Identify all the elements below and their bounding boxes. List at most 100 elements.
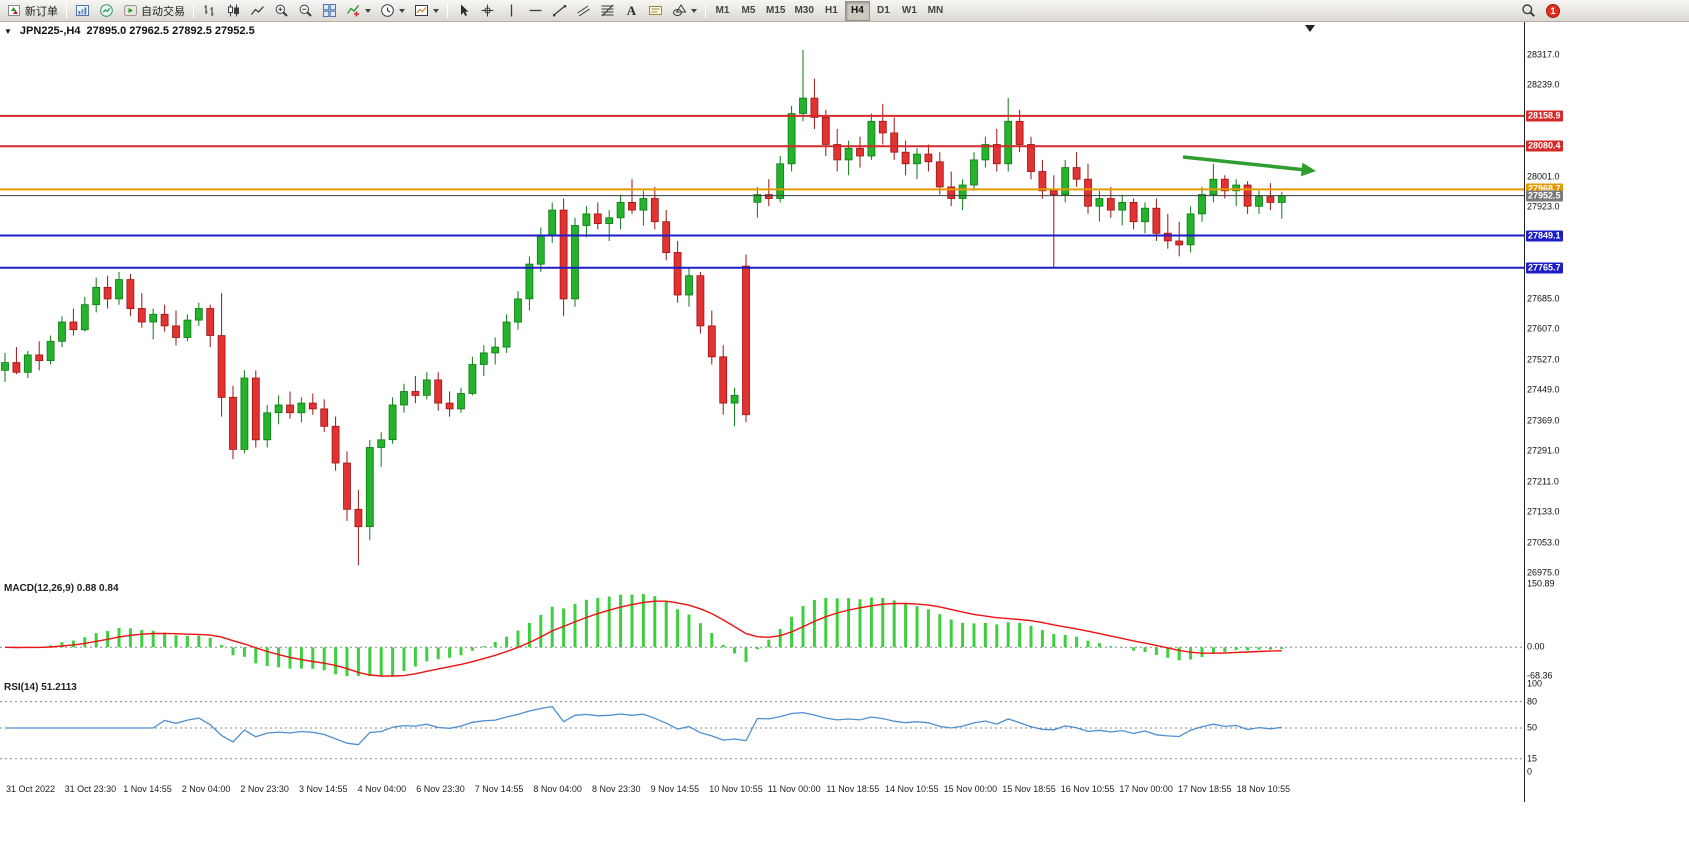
crosshair-icon <box>481 4 494 17</box>
time-axis-label: 10 Nov 10:55 <box>709 784 763 794</box>
price-scale-label: 28158.9 <box>1526 110 1563 122</box>
data-window-icon <box>100 4 113 17</box>
timeframe-m1-button[interactable]: M1 <box>710 1 735 21</box>
tile-windows-button[interactable] <box>318 1 341 21</box>
templates-button[interactable] <box>410 1 443 21</box>
time-axis-label: 31 Oct 2022 <box>6 784 56 794</box>
notification-count: 1 <box>1550 5 1556 16</box>
new-order-button[interactable]: 新订单 <box>3 1 62 21</box>
trendline-icon <box>553 5 567 17</box>
price-scale-label: 27053.0 <box>1527 537 1560 548</box>
rsi-scale-label: 0 <box>1527 766 1533 777</box>
rsi-scale-label: 15 <box>1527 753 1538 764</box>
price-scale-label: 27952.5 <box>1526 190 1563 202</box>
time-axis-label: 2 Nov 23:30 <box>240 784 289 794</box>
zoom-out-icon <box>299 4 312 17</box>
dropdown-caret-icon <box>691 9 697 16</box>
periods-button[interactable] <box>376 1 409 21</box>
price-scale-label: 28317.0 <box>1527 49 1560 60</box>
panel-separator <box>0 778 1565 779</box>
toolbar-separator <box>447 3 448 18</box>
panel-separator[interactable] <box>0 678 1565 679</box>
timeframe-m15-button[interactable]: M15 <box>762 1 789 21</box>
zoom-in-button[interactable] <box>270 1 293 21</box>
time-axis-label: 7 Nov 14:55 <box>474 784 524 794</box>
chart-symbol-period: JPN225-,H4 <box>19 25 81 37</box>
timeframe-d1-button[interactable]: D1 <box>871 1 896 21</box>
time-axis-label: 11 Nov 18:55 <box>826 784 880 794</box>
autotrading-icon <box>124 5 137 16</box>
fibonacci-retracement-icon <box>601 4 614 17</box>
svg-text:A: A <box>627 3 637 18</box>
text-tool-button[interactable]: A <box>620 1 643 21</box>
equidistant-channel-icon <box>577 5 590 17</box>
templates-icon <box>415 5 428 16</box>
time-axis-label: 4 Nov 04:00 <box>357 784 407 794</box>
data-window-button[interactable] <box>95 1 118 21</box>
rsi-scale-label: 100 <box>1527 678 1543 689</box>
rsi-scale-label: 80 <box>1527 696 1538 707</box>
horizontal-line-tool-button[interactable] <box>524 1 547 21</box>
bar-chart-type-icon <box>204 5 214 16</box>
time-axis-label: 1 Nov 14:55 <box>123 784 172 794</box>
indicators-icon <box>346 5 360 17</box>
chart-dropdown-icon[interactable]: ▼ <box>4 26 12 36</box>
shapes-tool-button[interactable] <box>668 1 701 21</box>
timeframe-w1-button[interactable]: W1 <box>897 1 922 21</box>
chart-window[interactable]: ▼ JPN225-,H4 27895.0 27962.5 27892.5 279… <box>0 22 1565 802</box>
notification-badge[interactable]: 1 <box>1546 3 1560 18</box>
toolbar-separator <box>66 3 67 18</box>
candlestick-chart-type-button[interactable] <box>222 1 245 21</box>
crosshair-button[interactable] <box>476 1 499 21</box>
price-scale-label: 27607.0 <box>1527 323 1560 334</box>
candlestick-chart-type-icon <box>228 4 239 17</box>
search-button[interactable] <box>1517 1 1540 21</box>
timeframe-m5-button[interactable]: M5 <box>736 1 761 21</box>
macd-label: MACD(12,26,9) 0.88 0.84 <box>4 583 119 594</box>
price-scale-label: 28080.4 <box>1526 140 1563 152</box>
time-axis-label: 16 Nov 10:55 <box>1060 784 1115 794</box>
bar-chart-type-button[interactable] <box>198 1 221 21</box>
time-axis-label: 9 Nov 14:55 <box>650 784 700 794</box>
timeframe-h4-button[interactable]: H4 <box>844 0 870 21</box>
rsi-scale-label: 50 <box>1527 722 1538 733</box>
price-scale-label: 28001.0 <box>1527 171 1560 182</box>
time-axis[interactable]: 31 Oct 2022 31 Oct 23:30 1 Nov 14:55 2 Nov … <box>0 780 1524 802</box>
vertical-line-tool-button[interactable] <box>500 1 523 21</box>
time-axis-label: 17 Nov 00:00 <box>1119 784 1173 794</box>
zoom-out-button[interactable] <box>294 1 317 21</box>
price-scale-label: 27923.0 <box>1527 201 1560 212</box>
timeframe-mn-button[interactable]: MN <box>923 1 948 21</box>
timeframe-buttons: M1 M5 M15 M30 H1 H4 D1 W1 MN <box>710 0 948 21</box>
candlestick-plot[interactable] <box>0 22 1524 780</box>
price-scale-label: 27527.0 <box>1527 354 1560 365</box>
rsi-label: RSI(14) 51.2113 <box>4 682 77 693</box>
time-axis-label: 3 Nov 14:55 <box>299 784 348 794</box>
price-scale-label: 26975.0 <box>1527 567 1560 578</box>
text-label-icon <box>649 6 662 15</box>
toolbar-separator <box>193 3 194 18</box>
time-axis-label: 11 Nov 00:00 <box>767 784 821 794</box>
toolbar-right-group: 1 <box>1517 1 1560 21</box>
time-axis-label: 2 Nov 04:00 <box>181 784 231 794</box>
autotrading-button[interactable]: 自动交易 <box>119 1 189 21</box>
timeframe-h1-button[interactable]: H1 <box>819 1 844 21</box>
market-watch-button[interactable] <box>71 1 94 21</box>
price-scale-label: 27211.0 <box>1527 476 1559 487</box>
cursor-icon <box>461 4 469 16</box>
line-chart-type-button[interactable] <box>246 1 269 21</box>
text-label-tool-button[interactable] <box>644 1 667 21</box>
price-scale[interactable]: 28317.0 28239.0 28158.9 28080.4 28001.0 27968… <box>1524 22 1565 802</box>
autotrading-label: 自动交易 <box>141 5 185 18</box>
fibonacci-tool-button[interactable] <box>596 1 619 21</box>
macd-scale-label: -68.36 <box>1527 670 1553 681</box>
panel-separator[interactable] <box>0 580 1565 581</box>
price-scale-label: 28239.0 <box>1527 79 1560 90</box>
channel-tool-button[interactable] <box>572 1 595 21</box>
indicators-button[interactable] <box>342 1 375 21</box>
trendline-tool-button[interactable] <box>548 1 571 21</box>
timeframe-m30-button[interactable]: M30 <box>790 1 817 21</box>
price-scale-label: 27685.0 <box>1527 293 1560 304</box>
cursor-button[interactable] <box>452 1 475 21</box>
shapes-icon <box>673 4 687 16</box>
